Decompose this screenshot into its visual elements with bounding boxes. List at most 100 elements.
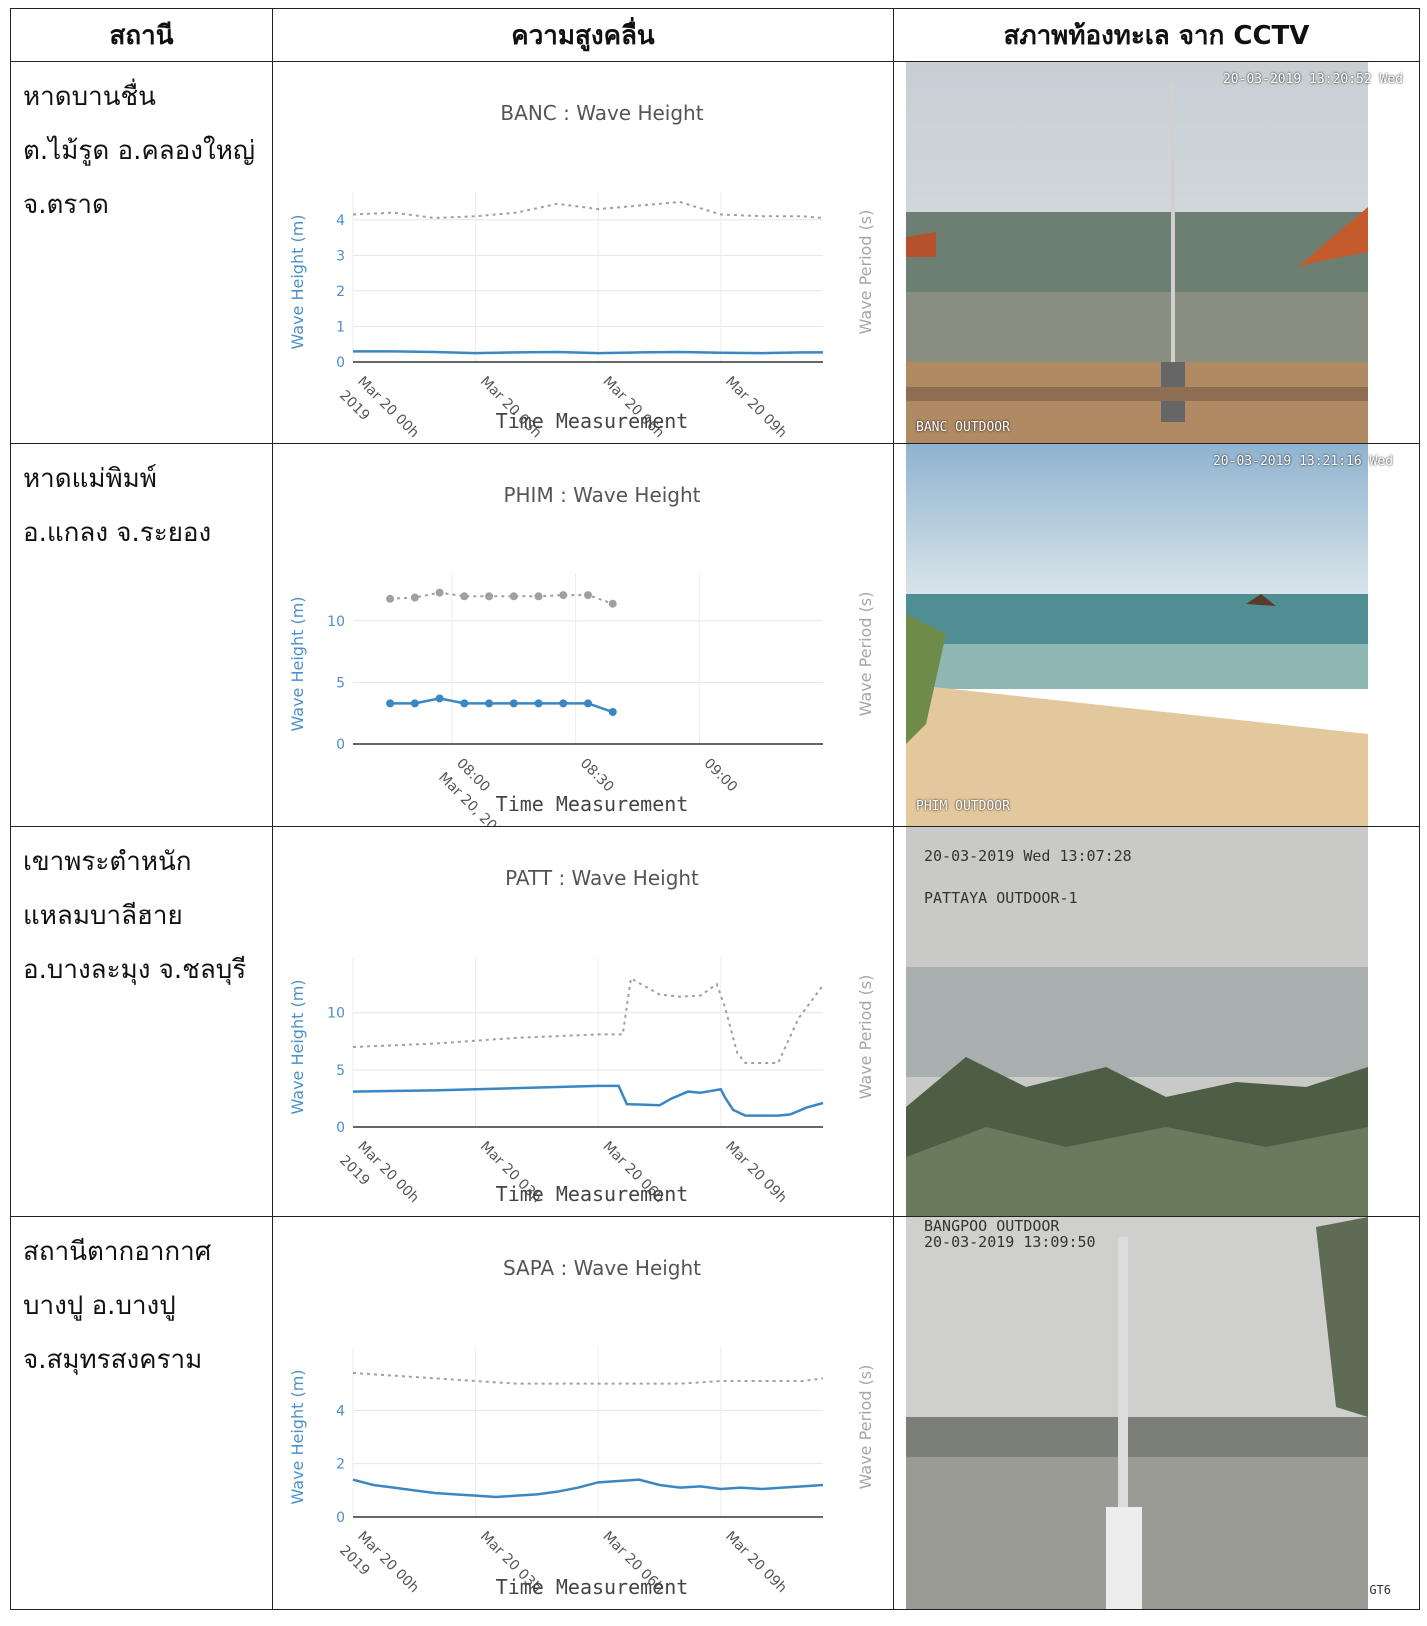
station-line: จ.ตราด xyxy=(23,190,109,220)
station-line: จ.สมุทรสงคราม xyxy=(23,1345,203,1375)
wave-period-line xyxy=(390,591,614,605)
y-tick-label: 0 xyxy=(336,1510,345,1526)
y-axis-title: Wave Height (m) xyxy=(288,596,307,731)
chart-title: PATT : Wave Height xyxy=(505,866,699,890)
station-line: หาดบานชื่น xyxy=(23,82,156,112)
y-tick-label: 0 xyxy=(336,355,345,371)
y2-axis-title: Wave Period (s) xyxy=(856,1365,875,1490)
chart-title: PHIM : Wave Height xyxy=(503,483,700,507)
station-row: เขาพระตำหนัก แหลมบาลีฮาย อ.บางละมุง จ.ชล… xyxy=(10,826,1420,1217)
cctv-label: PHIM OUTDOOR xyxy=(916,799,1010,814)
chart-title: SAPA : Wave Height xyxy=(503,1256,701,1280)
wave-period-point xyxy=(435,588,444,597)
cctv-image-phim xyxy=(906,444,1368,826)
station-line: เขาพระตำหนัก xyxy=(23,847,192,877)
y-tick-label: 0 xyxy=(336,1120,345,1136)
station-row: หาดบานชื่น ต.ไม้รูด อ.คลองใหญ่ จ.ตราด BA… xyxy=(10,61,1420,444)
cctv-label: PATTAYA OUTDOOR-1 xyxy=(924,889,1078,907)
y-tick-label: 0 xyxy=(336,737,345,753)
cctv-label: BANGPOO OUTDOOR xyxy=(924,1217,1060,1235)
y-tick-label: 1 xyxy=(336,319,345,335)
header-cctv: สภาพท้องทะเล จาก CCTV xyxy=(893,8,1420,62)
cctv-timestamp: 20-03-2019 13:21:16 Wed xyxy=(1212,454,1393,469)
wave-height-point xyxy=(386,699,395,708)
wave-height-point xyxy=(485,699,494,708)
wave-height-line xyxy=(353,350,823,355)
header-row: สถานี ความสูงคลื่น สภาพท้องทะเล จาก CCTV xyxy=(10,8,1420,62)
station-cell: หาดบานชื่น ต.ไม้รูด อ.คลองใหญ่ จ.ตราด xyxy=(10,61,273,444)
station-line: แหลมบาลีฮาย xyxy=(23,901,183,931)
station-line: อ.บางละมุง จ.ชลบุรี xyxy=(23,955,247,985)
station-table: สถานี ความสูงคลื่น สภาพท้องทะเล จาก CCTV… xyxy=(10,8,1420,1610)
y-tick-label: 10 xyxy=(327,614,345,630)
station-cell: หาดแม่พิมพ์ อ.แกลง จ.ระยอง xyxy=(10,443,273,827)
x-axis-title: Time Measurement xyxy=(496,1182,689,1206)
station-cell: สถานีตากอากาศ บางปู อ.บางปู จ.สมุทรสงครา… xyxy=(10,1216,273,1610)
y-axis-title: Wave Height (m) xyxy=(288,979,307,1114)
station-line: อ.แกลง จ.ระยอง xyxy=(23,518,212,548)
wave-chart-cell: SAPA : Wave Height 0 2 4 Mar 20 00h 2019 Mar 2… xyxy=(272,1216,894,1610)
station-line: สถานีตากอากาศ xyxy=(23,1237,212,1267)
y-tick-label: 2 xyxy=(336,284,345,300)
wave-period-point xyxy=(509,592,518,601)
wave-height-point xyxy=(410,699,419,708)
cctv-cell: BANGPOO OUTDOOR 20-03-2019 13:09:50 GT6 xyxy=(893,1216,1420,1610)
y2-axis-title: Wave Period (s) xyxy=(856,592,875,717)
station-row: หาดแม่พิมพ์ อ.แกลง จ.ระยอง PHIM : Wave H… xyxy=(10,443,1420,827)
wave-height-point xyxy=(559,699,568,708)
y-tick-label: 5 xyxy=(336,675,345,691)
wave-height-line xyxy=(352,1478,824,1499)
wave-period-point xyxy=(584,591,592,600)
y-tick-label: 3 xyxy=(336,248,345,264)
x-tick-label: 09:00 xyxy=(700,756,740,796)
x-tick-label: 08:30 xyxy=(577,756,617,796)
cctv-label: BANC OUTDOOR xyxy=(916,420,1010,435)
wave-period-line xyxy=(352,200,824,220)
station-row: สถานีตากอากาศ บางปู อ.บางปู จ.สมุทรสงครา… xyxy=(10,1216,1420,1610)
x-axis-title: Time Measurement xyxy=(496,1575,689,1599)
y-axis-title: Wave Height (m) xyxy=(288,1369,307,1504)
header-wave-height: ความสูงคลื่น xyxy=(272,8,894,62)
y-axis-title: Wave Height (m) xyxy=(288,214,307,349)
cctv-timestamp: 20-03-2019 13:09:50 xyxy=(924,1233,1096,1251)
y-tick-label: 4 xyxy=(336,1403,345,1419)
wave-height-point xyxy=(509,699,518,708)
wave-period-line xyxy=(352,1372,824,1385)
cctv-timestamp: 20-03-2019 Wed 13:07:28 xyxy=(924,847,1132,865)
cctv-cell: 20-03-2019 Wed 13:07:28 PATTAYA OUTDOOR-… xyxy=(893,826,1420,1217)
y-tick-label: 2 xyxy=(336,1457,345,1473)
x-tick-label: Mar 20 09h xyxy=(722,1139,790,1207)
wave-height-point xyxy=(608,708,617,716)
wave-period-point xyxy=(559,591,568,600)
station-line: บางปู อ.บางปู xyxy=(23,1291,176,1321)
wave-period-point xyxy=(608,599,617,608)
cctv-image-sapa xyxy=(906,1217,1368,1609)
x-tick-label: Mar 20 09h xyxy=(722,1529,790,1597)
station-line: หาดแม่พิมพ์ xyxy=(23,464,157,494)
y2-axis-title: Wave Period (s) xyxy=(856,975,875,1100)
cctv-timestamp: 20-03-2019 13:20:52 Wed xyxy=(1222,72,1403,87)
cctv-cell: 20-03-2019 13:20:52 Wed BANC OUTDOOR xyxy=(893,61,1420,444)
wave-period-point xyxy=(485,592,494,601)
wave-period-point xyxy=(534,592,543,601)
station-line: ต.ไม้รูด อ.คลองใหญ่ xyxy=(23,136,255,166)
station-cell: เขาพระตำหนัก แหลมบาลีฮาย อ.บางละมุง จ.ชล… xyxy=(10,826,273,1217)
y-tick-label: 5 xyxy=(336,1063,345,1079)
wave-chart-cell: PHIM : Wave Height 0 5 10 08:00 Mar 20, 2019 0… xyxy=(272,443,894,827)
wave-period-point xyxy=(386,594,395,603)
wave-period-point xyxy=(460,592,469,601)
wave-height-point xyxy=(435,694,444,703)
cctv-image-banc xyxy=(906,62,1368,443)
chart-title: BANC : Wave Height xyxy=(500,101,703,125)
wave-height-point xyxy=(584,699,592,708)
cctv-corner-mark: GT6 xyxy=(1369,1583,1391,1597)
wave-height-point xyxy=(460,699,469,708)
header-station: สถานี xyxy=(10,8,273,62)
y-tick-label: 4 xyxy=(336,213,345,229)
cctv-cell: 20-03-2019 13:21:16 Wed PHIM OUTDOOR xyxy=(893,443,1420,827)
wave-period-point xyxy=(410,593,419,602)
wave-height-point xyxy=(534,699,543,708)
